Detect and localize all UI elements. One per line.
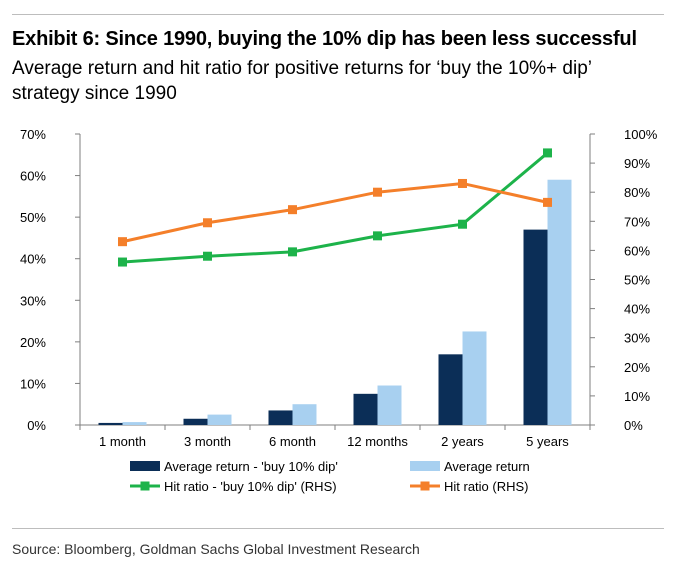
marker-hit-ratio bbox=[543, 197, 552, 207]
marker-buy-dip-hit-ratio bbox=[373, 231, 382, 241]
marker-hit-ratio bbox=[373, 187, 382, 197]
y-left-tick-label: 0% bbox=[27, 418, 46, 433]
legend-swatch-buy-dip-return bbox=[130, 461, 160, 471]
bar-average-return bbox=[292, 404, 317, 425]
legend-label-buy-dip-hit-ratio: Hit ratio - 'buy 10% dip' (RHS) bbox=[164, 479, 337, 494]
y-right-tick-label: 30% bbox=[624, 331, 650, 346]
bar-buy-dip-return bbox=[183, 418, 208, 425]
x-tick-label: 5 years bbox=[526, 434, 569, 449]
legend-swatch-average-return bbox=[410, 461, 440, 471]
y-left-tick-label: 70% bbox=[20, 127, 46, 142]
x-tick-label: 12 months bbox=[347, 434, 408, 449]
bar-buy-dip-return bbox=[523, 229, 548, 425]
y-left-tick-label: 10% bbox=[20, 376, 46, 391]
legend-marker-buy-dip-hit-ratio bbox=[140, 481, 150, 491]
y-right-tick-label: 90% bbox=[624, 156, 650, 171]
bar-buy-dip-return bbox=[268, 410, 293, 425]
x-tick-label: 3 month bbox=[184, 434, 231, 449]
y-right-tick-label: 50% bbox=[624, 273, 650, 288]
bar-buy-dip-return bbox=[353, 393, 378, 425]
line-hit-ratio bbox=[122, 181, 548, 244]
y-right-tick-label: 70% bbox=[624, 214, 650, 229]
bar-average-return bbox=[547, 179, 572, 425]
bottom-rule bbox=[12, 528, 664, 529]
bar-average-return bbox=[207, 414, 232, 425]
marker-hit-ratio bbox=[458, 178, 467, 188]
bar-buy-dip-return bbox=[98, 422, 123, 425]
y-left-tick-label: 30% bbox=[20, 293, 46, 308]
chart-title: Exhibit 6: Since 1990, buying the 10% di… bbox=[12, 28, 637, 50]
y-right-tick-label: 10% bbox=[624, 389, 650, 404]
marker-buy-dip-hit-ratio bbox=[543, 148, 552, 158]
y-right-tick-label: 100% bbox=[624, 127, 658, 142]
y-right-tick-label: 80% bbox=[624, 185, 650, 200]
y-left-tick-label: 40% bbox=[20, 252, 46, 267]
combo-chart: 0% 10% 20% 30% 40% 50% 60% 70% 0% 10% 20% 30% 40% 50%… bbox=[20, 127, 658, 494]
bar-average-return bbox=[462, 331, 487, 425]
y-right-tick-label: 40% bbox=[624, 302, 650, 317]
y-right-tick-label: 0% bbox=[624, 418, 643, 433]
top-rule bbox=[12, 14, 664, 15]
x-tick-label: 2 years bbox=[441, 434, 484, 449]
marker-hit-ratio bbox=[118, 237, 127, 247]
y-left-tick-label: 20% bbox=[20, 335, 46, 350]
marker-hit-ratio bbox=[288, 205, 297, 215]
source-note: Source: Bloomberg, Goldman Sachs Global … bbox=[12, 541, 420, 557]
marker-buy-dip-hit-ratio bbox=[458, 219, 467, 229]
legend-label-buy-dip-return: Average return - 'buy 10% dip' bbox=[164, 459, 338, 474]
bar-buy-dip-return bbox=[438, 354, 463, 425]
bar-average-return bbox=[122, 422, 147, 425]
y-right-tick-label: 20% bbox=[624, 360, 650, 375]
chart-subtitle: Average return and hit ratio for positiv… bbox=[12, 58, 592, 104]
y-left-tick-label: 50% bbox=[20, 210, 46, 225]
legend-label-hit-ratio: Hit ratio (RHS) bbox=[444, 479, 529, 494]
chart-area: 0% 10% 20% 30% 40% 50% 60% 70% 0% 10% 20% 30% 40% 50%… bbox=[0, 118, 673, 518]
legend-marker-hit-ratio bbox=[420, 481, 430, 491]
x-tick-label: 1 month bbox=[99, 434, 146, 449]
marker-hit-ratio bbox=[203, 218, 212, 228]
marker-buy-dip-hit-ratio bbox=[288, 247, 297, 257]
y-right-tick-label: 60% bbox=[624, 243, 650, 258]
bar-average-return bbox=[377, 385, 402, 425]
x-tick-label: 6 month bbox=[269, 434, 316, 449]
y-left-tick-label: 60% bbox=[20, 169, 46, 184]
marker-buy-dip-hit-ratio bbox=[118, 257, 127, 267]
marker-buy-dip-hit-ratio bbox=[203, 251, 212, 261]
legend-label-average-return: Average return bbox=[444, 459, 530, 474]
line-buy-dip-hit-ratio bbox=[122, 151, 549, 264]
